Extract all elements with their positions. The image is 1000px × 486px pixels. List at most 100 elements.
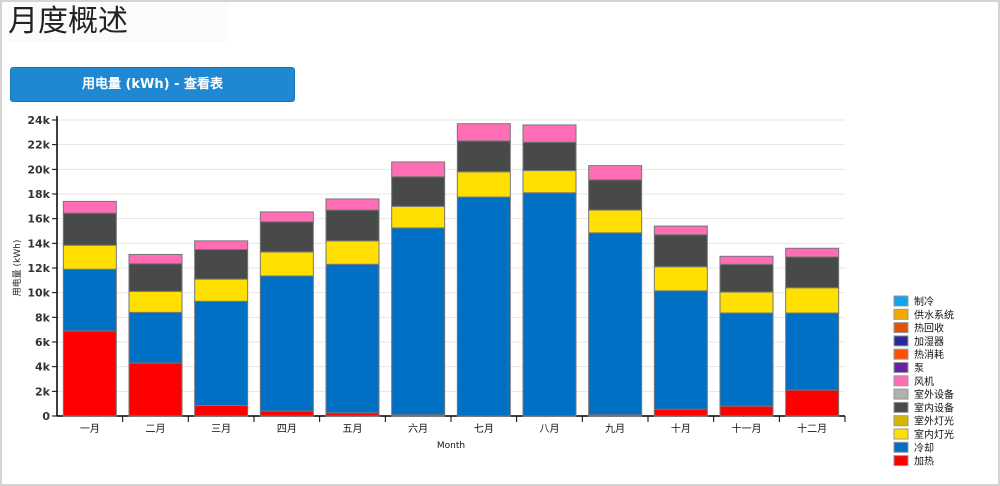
bar-segment <box>785 287 840 314</box>
bar-segment <box>522 192 577 417</box>
bar-segment <box>194 405 249 417</box>
bar-segment <box>391 205 446 229</box>
bar-segment <box>62 268 117 332</box>
y-tick-label: 16k <box>27 213 50 226</box>
y-tick-label: 8k <box>35 311 51 324</box>
bar-segment <box>259 221 314 253</box>
bar-segment <box>719 291 774 314</box>
x-axis-label: Month <box>437 441 465 451</box>
legend-label: 泵 <box>914 363 924 375</box>
bar-segment <box>653 225 708 236</box>
y-tick-label: 24k <box>27 114 50 127</box>
bar-segment <box>588 179 643 211</box>
y-tick-label: 0 <box>42 410 50 423</box>
bar-segment <box>391 161 446 178</box>
legend-label: 加湿器 <box>914 336 944 348</box>
legend-label: 制冷 <box>914 295 934 308</box>
x-tick-label: 六月 <box>408 423 428 435</box>
bar-segment <box>62 212 117 246</box>
bar-segment <box>456 123 511 142</box>
x-tick-label: 九月 <box>605 423 625 435</box>
bar-segment <box>325 209 380 242</box>
bar-segment <box>391 227 446 416</box>
x-tick-label: 十二月 <box>797 422 827 435</box>
bar-segment <box>588 209 643 234</box>
y-tick-label: 6k <box>35 336 51 349</box>
bar-segment <box>128 311 183 364</box>
legend-label: 热消耗 <box>914 348 944 361</box>
bar-segment <box>785 389 840 417</box>
bar-segment <box>62 330 117 417</box>
bar-segment <box>325 240 380 265</box>
bar-segment <box>785 256 840 289</box>
x-tick-label: 七月 <box>474 423 494 435</box>
bar-segment <box>653 290 708 410</box>
bar-segment <box>785 247 840 258</box>
legend-label: 冷却 <box>914 441 934 454</box>
legend-swatch <box>893 428 909 440</box>
legend-swatch <box>893 308 909 320</box>
y-tick-label: 2k <box>35 385 51 398</box>
legend-swatch <box>893 401 909 413</box>
bar-segment <box>456 196 511 417</box>
bar-segment <box>259 410 314 417</box>
bar-segment <box>259 275 314 412</box>
legend-swatch <box>893 295 909 307</box>
y-tick-label: 14k <box>27 237 50 250</box>
legend-swatch <box>893 375 909 387</box>
page-title: 月度概述 <box>8 2 228 42</box>
bar-segment <box>194 300 249 407</box>
bar-segment <box>785 312 840 391</box>
x-tick-label: 三月 <box>211 423 231 435</box>
legend-label: 热回收 <box>914 322 944 335</box>
bar-segment <box>456 140 511 173</box>
bar-segment <box>653 408 708 417</box>
bar-segment <box>391 176 446 207</box>
legend-label: 风机 <box>914 375 934 388</box>
y-tick-label: 20k <box>27 163 50 176</box>
x-tick-label: 一月 <box>80 423 100 435</box>
bar-segment <box>653 234 708 268</box>
x-tick-label: 十一月 <box>732 422 762 435</box>
legend-swatch <box>893 441 909 453</box>
bar-segment <box>522 141 577 172</box>
legend-swatch <box>893 348 909 360</box>
bar-segment <box>719 312 774 407</box>
bar-segment <box>128 362 183 417</box>
bar-segment <box>456 171 511 198</box>
bar-segment <box>128 253 183 265</box>
bar-segment <box>128 290 183 313</box>
bar-segment <box>653 266 708 292</box>
bar-segment <box>259 211 314 223</box>
view-table-button[interactable]: 用电量 (kWh) - 查看表 <box>10 67 295 102</box>
legend-label: 室外设备 <box>914 388 954 401</box>
bar-segment <box>588 232 643 416</box>
bar-segment <box>719 263 774 293</box>
legend-label: 加热 <box>914 455 934 468</box>
bar-segment <box>719 255 774 265</box>
legend-swatch <box>893 455 909 467</box>
bar-segment <box>194 249 249 280</box>
bar-segment <box>194 278 249 302</box>
legend-label: 室外灯光 <box>914 415 954 428</box>
x-tick-label: 二月 <box>146 423 166 435</box>
legend-label: 室内灯光 <box>914 428 954 441</box>
x-tick-label: 八月 <box>540 423 560 435</box>
bar-segment <box>325 263 380 414</box>
bar-segment <box>62 244 117 270</box>
bar-segment <box>128 263 183 292</box>
bar-segment <box>522 124 577 143</box>
bar-segment <box>194 240 249 251</box>
x-tick-label: 五月 <box>343 423 363 435</box>
x-tick-label: 十月 <box>671 422 691 435</box>
legend-swatch <box>893 322 909 334</box>
bar-segment <box>719 405 774 417</box>
y-tick-label: 4k <box>35 361 51 374</box>
y-axis-label: 用电量 (kWh) <box>11 240 23 297</box>
legend-swatch <box>893 362 909 373</box>
y-tick-label: 12k <box>27 262 50 275</box>
x-tick-label: 四月 <box>277 423 297 435</box>
legend-swatch <box>893 415 909 427</box>
